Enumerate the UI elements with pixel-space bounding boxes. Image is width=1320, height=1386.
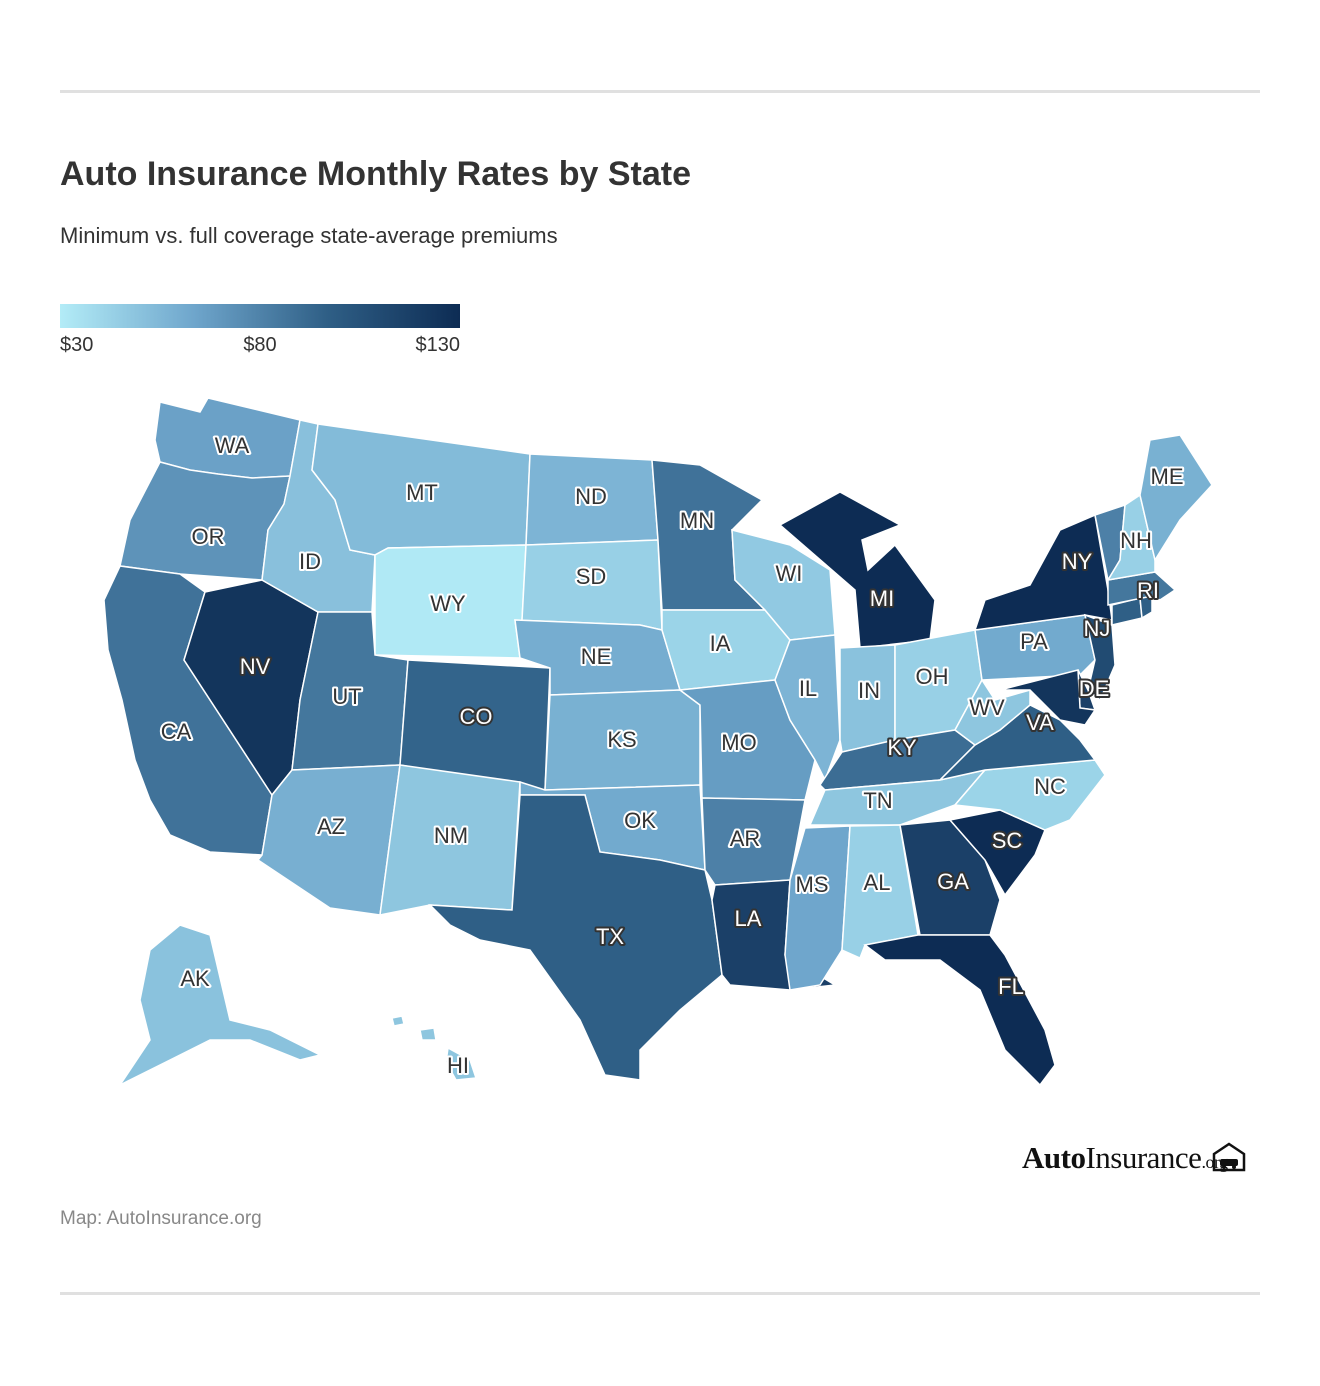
state-wy[interactable] [374,544,527,659]
state-label-mi: MI [870,586,894,611]
state-label-ar: AR [730,826,761,851]
garage-car-icon [1212,1142,1246,1172]
state-label-or: OR [192,524,225,549]
state-label-ms: MS [796,872,829,897]
state-label-id: ID [299,549,321,574]
state-ks[interactable] [544,689,701,791]
state-mi[interactable] [778,491,936,649]
state-label-nc: NC [1034,774,1066,799]
state-fl[interactable] [863,934,1056,1087]
source-note: Map: AutoInsurance.org [60,1208,262,1229]
top-divider [60,90,1260,93]
state-label-de: DE [1079,676,1110,701]
state-label-mo: MO [721,730,756,755]
legend-gradient-bar [60,304,460,328]
state-az[interactable] [256,764,401,916]
state-wv[interactable] [954,678,1031,746]
logo-bold-text: Auto [1022,1140,1086,1175]
state-label-wa: WA [215,433,250,458]
state-label-nv: NV [240,654,271,679]
state-tx[interactable] [428,794,723,1081]
state-label-fl: FL [998,974,1024,999]
state-md[interactable] [999,669,1097,726]
state-label-va: VA [1026,710,1054,735]
state-label-mn: MN [680,508,714,533]
state-ak[interactable] [117,924,323,1087]
legend-label-mid: $80 [243,334,277,356]
state-label-co: CO [460,704,493,729]
state-il[interactable] [774,634,841,782]
state-label-tn: TN [863,788,892,813]
chart-subtitle: Minimum vs. full coverage state-average … [60,223,558,248]
state-label-wi: WI [776,561,803,586]
state-me[interactable] [1139,434,1213,562]
state-label-al: AL [864,870,891,895]
state-labels: WA OR CA NV ID MT WY UT AZ CO NM ND SD NE KS OK TX MN IA MO… [159,431,1186,1080]
bottom-divider [60,1292,1260,1295]
state-label-az: AZ [317,814,345,839]
state-label-ne: NE [581,644,612,669]
state-label-ca: CA [161,719,192,744]
state-label-wy: WY [430,591,466,616]
state-label-pa: PA [1020,629,1048,654]
state-label-sc: SC [992,828,1023,853]
state-label-il: IL [799,676,817,701]
state-label-nm: NM [434,823,468,848]
state-label-mt: MT [406,480,438,505]
state-label-ny: NY [1062,549,1093,574]
state-label-nd: ND [575,484,607,509]
state-label-ia: IA [710,631,731,656]
legend-label-max: $130 [415,334,461,356]
state-label-ok: OK [624,808,656,833]
autoinsurance-logo: AutoInsurance.org [1022,1140,1228,1176]
state-ms[interactable] [784,825,851,991]
legend-label-min: $30 [60,334,94,356]
map-canvas: WA OR CA NV ID MT WY UT AZ CO NM ND SD NE KS OK TX MN IA MO… [103,397,1213,1087]
state-label-la: LA [735,906,762,931]
chart-title: Auto Insurance Monthly Rates by State [60,155,691,193]
logo-text: Insurance [1085,1140,1202,1175]
state-label-wv: WV [969,695,1005,720]
state-label-oh: OH [916,664,949,689]
state-label-ga: GA [937,869,969,894]
state-label-ak: AK [180,966,210,991]
state-label-ri: RI [1137,578,1159,603]
state-label-hi: HI [447,1053,469,1078]
state-label-nh: NH [1120,528,1152,553]
us-choropleth-map: WA OR CA NV ID MT WY UT AZ CO NM ND SD NE KS OK TX MN IA MO… [0,380,1320,1140]
state-label-me: ME [1151,464,1184,489]
state-label-ut: UT [332,684,361,709]
state-label-ky: KY [887,735,917,760]
state-label-ks: KS [607,727,636,752]
color-legend: $30 $80 $130 [60,304,460,364]
state-label-in: IN [858,678,880,703]
state-label-sd: SD [576,564,607,589]
state-label-tx: TX [596,924,624,949]
state-hi[interactable] [391,1015,478,1081]
state-label-nj: NJ [1084,616,1111,641]
